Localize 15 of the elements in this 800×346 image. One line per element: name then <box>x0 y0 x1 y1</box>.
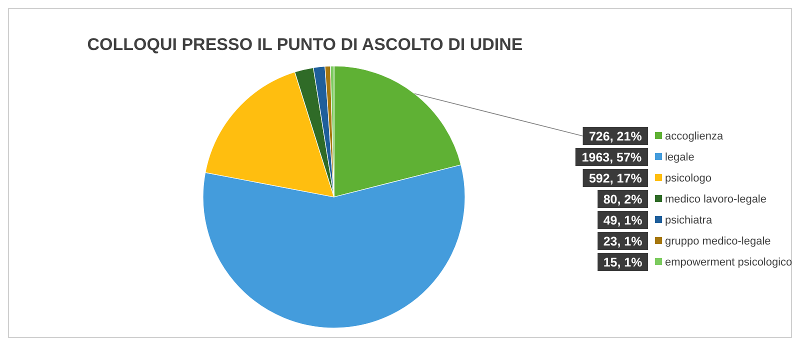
data-label: 1963, 57% <box>582 150 642 164</box>
data-label: 23, 1% <box>603 234 642 248</box>
data-label: 49, 1% <box>603 214 642 228</box>
data-label: 15, 1% <box>603 256 642 270</box>
legend-label: empowerment psicologico <box>665 256 792 268</box>
legend-label: psichiatra <box>665 214 713 226</box>
legend-label: psicologo <box>665 172 712 184</box>
data-label: 80, 2% <box>603 192 642 206</box>
data-label: 726, 21% <box>588 130 642 144</box>
legend-label: gruppo medico-legale <box>665 236 771 248</box>
chart-title: COLLOQUI PRESSO IL PUNTO DI ASCOLTO DI UDINE <box>87 35 523 54</box>
legend-label: accoglienza <box>665 130 724 142</box>
legend-label: legale <box>665 152 694 164</box>
legend-label: medico lavoro-legale <box>665 194 766 206</box>
data-label: 592, 17% <box>588 172 642 186</box>
